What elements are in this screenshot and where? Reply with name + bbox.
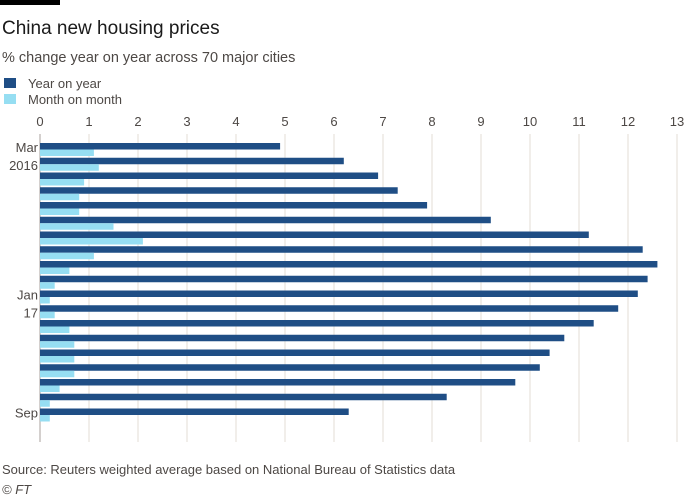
legend-swatch-month-on-month [4,94,16,104]
bar-year-on-year [40,246,643,253]
bar-year-on-year [40,364,540,371]
bar-year-on-year [40,393,447,401]
legend-label-year-on-year: Year on year [28,75,102,91]
x-tick-label: 12 [621,114,635,129]
copyright-note: © FT [2,482,32,497]
bar-month-on-month [40,341,75,348]
x-tick-label: 11 [572,114,586,129]
chart-title: China new housing prices [2,18,220,39]
bar-month-on-month [40,400,50,407]
bar-month-on-month [40,311,55,319]
bar-month-on-month [40,326,70,333]
bar-year-on-year [40,334,565,342]
bar-year-on-year [40,275,648,283]
bar-year-on-year [40,305,619,312]
bar-month-on-month [40,297,50,304]
legend-swatch-year-on-year [4,78,16,88]
y-category-label: 17 [24,306,38,321]
bar-year-on-year [40,261,658,268]
ft-top-bar [0,0,60,5]
x-tick-label: 13 [670,114,684,129]
bar-month-on-month [40,179,85,186]
bar-month-on-month [40,193,80,201]
y-category-label: Mar [16,140,39,155]
x-tick-label: 1 [85,114,92,129]
bar-year-on-year [40,202,428,209]
bar-year-on-year [40,379,516,386]
chart-legend: Year on year Month on month [4,75,122,107]
bar-month-on-month [40,415,50,422]
y-category-label: Jan [17,288,38,303]
x-tick-label: 3 [183,114,190,129]
bar-year-on-year [40,216,491,224]
bar-year-on-year [40,187,398,194]
bar-year-on-year [40,157,344,165]
bar-month-on-month [40,267,70,274]
bar-year-on-year [40,231,589,238]
x-tick-label: 0 [36,114,43,129]
bar-month-on-month [40,385,60,392]
x-tick-label: 10 [523,114,537,129]
bar-month-on-month [40,370,75,378]
legend-label-month-on-month: Month on month [28,91,122,107]
x-tick-label: 5 [281,114,288,129]
bar-month-on-month [40,238,143,245]
chart-subtitle: % change year on year across 70 major ci… [2,50,296,66]
x-tick-label: 4 [232,114,239,129]
bar-month-on-month [40,252,94,260]
bar-month-on-month [40,223,114,230]
bar-year-on-year [40,349,550,356]
y-category-label: 2016 [9,158,38,173]
bar-month-on-month [40,208,80,215]
bar-year-on-year [40,408,349,415]
bar-month-on-month [40,282,55,289]
legend-item-year-on-year: Year on year [4,75,122,91]
legend-item-month-on-month: Month on month [4,91,122,107]
x-tick-label: 6 [330,114,337,129]
bar-year-on-year [40,143,281,150]
source-note: Source: Reuters weighted average based o… [2,462,456,477]
bar-year-on-year [40,290,638,297]
bar-month-on-month [40,164,99,171]
x-tick-label: 8 [428,114,435,129]
bar-year-on-year [40,172,379,179]
x-tick-label: 7 [379,114,386,129]
y-category-label: Sep [15,406,38,421]
bar-month-on-month [40,356,75,363]
x-tick-label: 2 [134,114,141,129]
bar-month-on-month [40,149,94,156]
bar-year-on-year [40,320,594,327]
x-tick-label: 9 [477,114,484,129]
